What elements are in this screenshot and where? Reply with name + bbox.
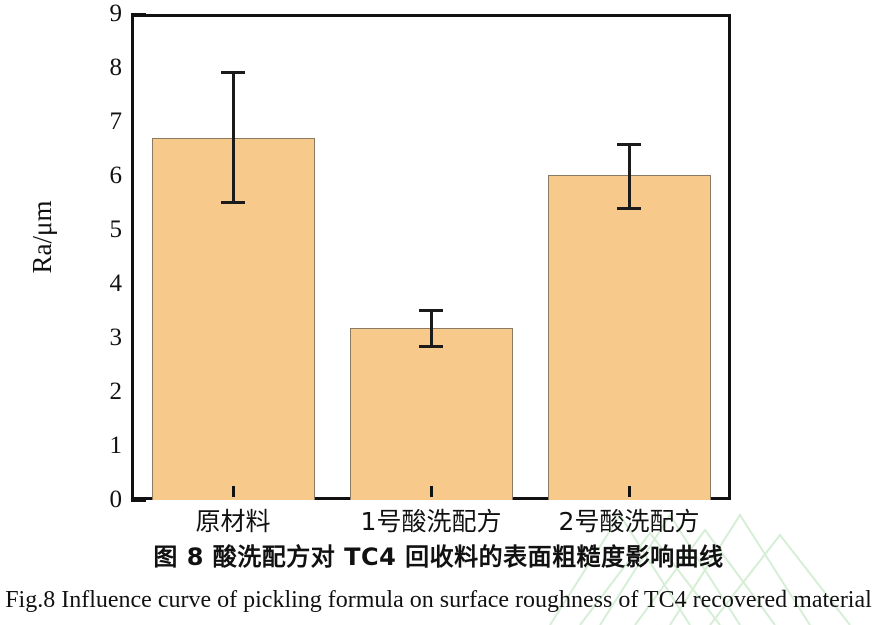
x-tick-label: 2号酸洗配方 <box>558 507 700 536</box>
error-bar-stem <box>628 143 631 211</box>
error-bar <box>221 70 245 204</box>
y-axis-tick-labels: 0 1 2 3 4 5 6 7 8 9 <box>72 0 123 520</box>
y-tick-label: 9 <box>109 0 123 27</box>
y-tick-label: 4 <box>109 270 123 297</box>
bar <box>349 328 513 500</box>
error-bar-cap-bottom <box>617 207 641 211</box>
error-bar <box>419 309 443 348</box>
x-tick-mark <box>231 486 235 497</box>
figure-caption-chinese: 图 8 酸洗配方对 TC4 回收料的表面粗糙度影响曲线 <box>153 543 724 571</box>
y-tick-label: 6 <box>109 162 123 189</box>
y-tick-major <box>131 499 146 502</box>
y-tick-label: 7 <box>109 108 123 135</box>
y-axis-title: Ra/μm <box>27 200 57 274</box>
error-bar-cap-bottom <box>419 344 443 348</box>
y-tick-label: 3 <box>109 324 123 351</box>
y-tick-label: 8 <box>109 54 123 81</box>
x-tick-label: 1号酸洗配方 <box>360 507 502 536</box>
x-tick-mark <box>429 486 433 497</box>
x-tick-mark <box>627 486 631 497</box>
x-tick-label: 原材料 <box>195 507 271 536</box>
plot-area <box>134 17 728 500</box>
error-bar-stem <box>430 309 433 348</box>
y-tick-label: 2 <box>109 378 123 405</box>
figure-caption-english: Fig.8 Influence curve of pickling formul… <box>5 587 872 613</box>
error-bar-stem <box>232 70 235 204</box>
y-tick-label: 1 <box>109 432 123 459</box>
error-bar <box>617 143 641 211</box>
error-bar-cap-bottom <box>221 200 245 204</box>
bar <box>547 175 711 500</box>
y-tick-label: 0 <box>109 486 123 513</box>
y-tick-label: 5 <box>109 216 123 243</box>
